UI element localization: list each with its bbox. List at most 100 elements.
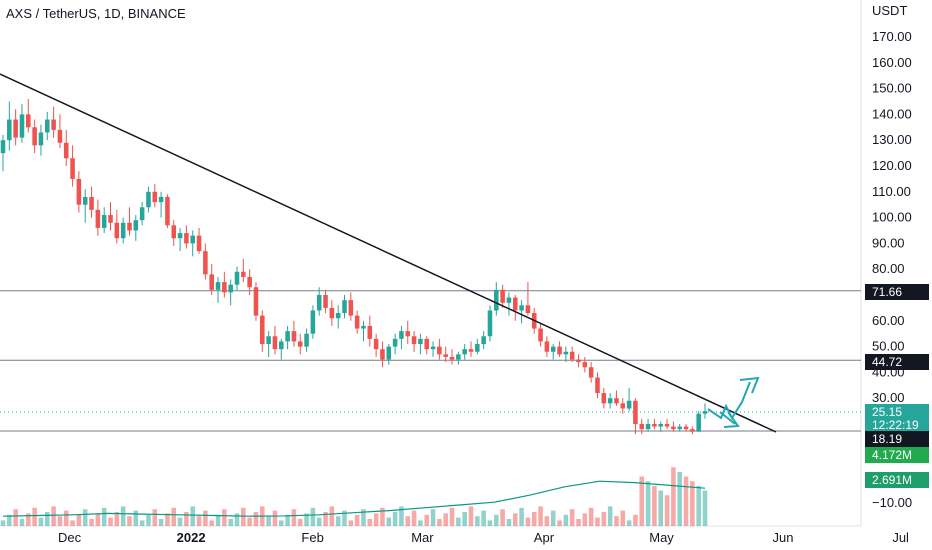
volume-bar (582, 513, 588, 526)
candle-body (462, 349, 467, 355)
volume-bar (241, 507, 246, 526)
volume-bar (696, 485, 701, 526)
volume-bar (456, 517, 461, 526)
candle-body (601, 393, 607, 404)
volume-bar (266, 516, 271, 526)
volume-bar (658, 490, 664, 526)
candle-body (563, 351, 569, 355)
candle-body (538, 328, 543, 342)
x-tick-label: Jul (892, 530, 909, 545)
volume-bar (335, 516, 341, 526)
candle-body (386, 346, 392, 360)
volume-bar (563, 514, 569, 526)
volume-bar (481, 510, 486, 526)
x-tick-label: Mar (411, 530, 434, 545)
volume-bar (487, 520, 493, 526)
candle-body (26, 114, 31, 128)
candle-body (316, 295, 322, 311)
volume-bar (595, 517, 600, 526)
candle-body (690, 429, 695, 432)
x-tick-label: Apr (534, 530, 555, 545)
candle-body (595, 377, 600, 394)
y-tick-label: 30.00 (872, 390, 905, 405)
candle-body (569, 351, 575, 360)
candle-body (677, 426, 682, 430)
candle-body (152, 191, 158, 203)
volume-bar (139, 520, 145, 526)
volume-bar (354, 514, 360, 526)
volume-bar (278, 520, 284, 526)
candle-body (639, 424, 645, 430)
candle-body (494, 289, 499, 311)
horizontal-levels (0, 290, 861, 432)
volume-bar (519, 507, 524, 526)
volume-bar (51, 506, 56, 526)
volume-bar (386, 517, 392, 526)
volume-bar (392, 512, 398, 526)
volume-bar (531, 512, 537, 526)
candle-body (44, 119, 50, 133)
volume-bar (63, 510, 69, 526)
volume-bar (557, 520, 562, 526)
candle-body (177, 233, 183, 239)
candle-body (272, 336, 278, 350)
candle-body (342, 300, 347, 314)
volume-bar (671, 467, 676, 526)
volume-bar (101, 507, 107, 526)
candle-body (456, 354, 461, 360)
time-axis-ticks: Dec 2022 Feb Mar Apr May Jun Jul (58, 530, 909, 545)
volume-bar (7, 514, 12, 526)
x-tick-label: May (649, 530, 674, 545)
volume-bar (184, 512, 189, 526)
volume-ma-line (2, 480, 706, 517)
volume-bar (443, 513, 448, 526)
candle-body (146, 191, 151, 208)
candle-body (291, 331, 297, 342)
volume-bar (44, 512, 50, 526)
volume-bar (677, 471, 682, 526)
y-tick-label: 130.00 (872, 132, 912, 147)
candle-body (487, 310, 493, 337)
candle-body (82, 196, 88, 205)
projection-arrows[interactable] (707, 376, 760, 428)
volume-bar (57, 516, 63, 526)
x-tick-label: Dec (58, 530, 82, 545)
volume-bar (310, 507, 316, 526)
candle-body (51, 119, 56, 130)
candle-body (424, 338, 430, 350)
candle-body (234, 271, 240, 285)
candle-body (430, 346, 436, 350)
volume-badge-bg (865, 447, 929, 463)
candle-body (399, 331, 404, 339)
candle-body (133, 220, 139, 231)
candle-body (222, 282, 227, 293)
candle-body (671, 426, 676, 430)
trendline-layer[interactable] (0, 73, 777, 433)
candle-body (0, 140, 6, 154)
volume-bar (399, 506, 404, 526)
volume-bar (234, 513, 240, 526)
volume-bar (569, 509, 575, 526)
volume-bar (209, 520, 214, 526)
x-tick-label: Feb (301, 530, 323, 545)
candle-body (120, 222, 126, 239)
volume-bar (323, 512, 328, 526)
y-tick-label: −10.00 (872, 495, 912, 510)
candle-body (165, 196, 170, 226)
volume-bar (203, 510, 208, 526)
volume-bar (316, 517, 322, 526)
volume-bar (76, 514, 82, 526)
last-price-badge-bg (865, 404, 929, 432)
volume-bar (285, 514, 290, 526)
y-tick-label: 160.00 (872, 55, 912, 70)
candle-body (158, 196, 164, 203)
volume-bar (13, 509, 18, 526)
candle-body (304, 333, 309, 347)
volume-bar (411, 510, 417, 526)
volume-bar (0, 520, 6, 526)
level-badge-44-text: 44.72 (872, 355, 902, 369)
candle-body (114, 222, 120, 239)
y-tick-label: 90.00 (872, 235, 905, 250)
